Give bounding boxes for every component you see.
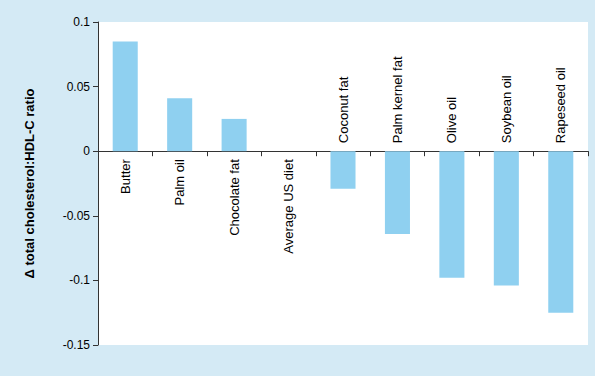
svg-text:-0.15: -0.15 [63,338,91,352]
svg-text:-0.05: -0.05 [63,209,91,223]
svg-text:Chocolate fat: Chocolate fat [227,159,242,236]
svg-text:Palm kernel fat: Palm kernel fat [390,56,405,143]
svg-text:Olive oil: Olive oil [444,97,459,143]
svg-text:Palm oil: Palm oil [172,159,187,205]
svg-text:Rapeseed oil: Rapeseed oil [553,67,568,143]
svg-text:Butter: Butter [118,159,133,194]
svg-text:Δ total cholesterol:HDL-C rati: Δ total cholesterol:HDL-C ratio [22,88,37,278]
svg-text:-0.1: -0.1 [69,273,90,287]
svg-text:0.05: 0.05 [67,80,91,94]
svg-text:0.1: 0.1 [73,15,90,29]
svg-text:0: 0 [83,144,90,158]
svg-text:Coconut fat: Coconut fat [336,76,351,143]
svg-text:Average US diet: Average US diet [281,159,296,254]
svg-text:Soybean oil: Soybean oil [499,75,514,143]
